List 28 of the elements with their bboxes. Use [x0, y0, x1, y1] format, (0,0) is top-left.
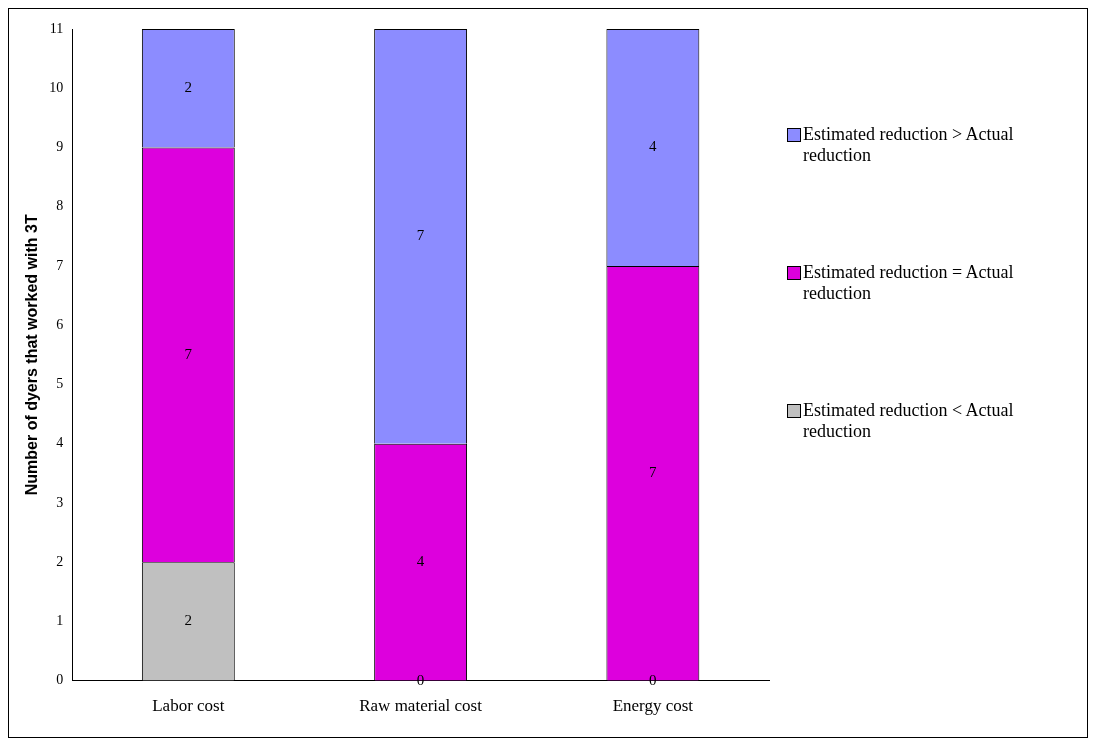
- y-tick-label: 7: [56, 257, 64, 273]
- y-axis-title: Number of dyers that worked with 3T: [23, 214, 41, 496]
- legend-label: Estimated reduction < Actual reduction: [803, 400, 1015, 442]
- data-label: 2: [184, 612, 193, 629]
- y-tick-label: 4: [56, 435, 64, 451]
- data-label: 7: [184, 345, 193, 362]
- data-label: 4: [649, 138, 658, 155]
- data-label: 7: [416, 227, 425, 244]
- y-tick-label: 11: [49, 20, 64, 36]
- data-label: 7: [649, 464, 658, 481]
- y-tick-label: 3: [56, 494, 64, 510]
- y-tick-label: 8: [56, 198, 64, 214]
- x-tick-label: Labor cost: [152, 696, 225, 716]
- x-tick-label: Energy cost: [612, 696, 694, 716]
- y-tick-label: 1: [56, 613, 64, 629]
- legend-label: Estimated reduction = Actual reduction: [803, 262, 1015, 304]
- y-tick-label: 9: [56, 139, 64, 155]
- y-tick-label: 5: [56, 376, 64, 392]
- legend-label: Estimated reduction > Actual reduction: [803, 124, 1015, 166]
- y-tick-label: 2: [56, 553, 64, 569]
- data-label: 2: [184, 79, 193, 96]
- y-tick-label: 10: [49, 79, 64, 95]
- x-tick-label: Raw material cost: [359, 696, 483, 716]
- annotation: 0: [416, 671, 425, 688]
- annotation: 0: [649, 671, 657, 688]
- data-label: 4: [416, 553, 425, 570]
- y-tick-label: 6: [56, 316, 64, 332]
- y-tick-label: 0: [56, 672, 64, 688]
